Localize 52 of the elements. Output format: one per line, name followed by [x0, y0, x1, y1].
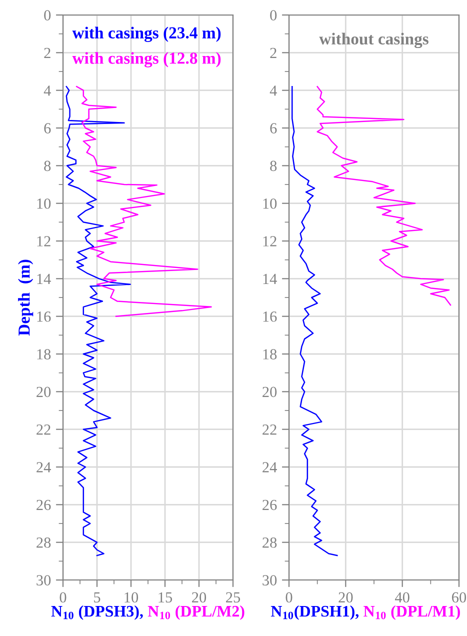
y-tick-label: 28: [262, 537, 277, 548]
y-tick-label: 2: [270, 48, 276, 58]
y-tick-label: 24: [36, 462, 51, 472]
line-series: [76, 86, 212, 317]
y-tick-label: 14: [263, 274, 277, 284]
y-tick-label: 0: [44, 10, 51, 20]
y-tick-label: 30: [36, 575, 51, 586]
y-tick-label: 10: [37, 198, 51, 209]
line-series: [291, 86, 338, 556]
y-axis-title: Depth (m): [18, 260, 34, 336]
y-tick-label: 12: [37, 236, 50, 246]
y-tick-label: 18: [37, 349, 51, 360]
y-tick-label: 26: [262, 500, 277, 510]
y-tick-label: 14: [37, 274, 51, 284]
y-tick-label: 22: [36, 424, 50, 435]
y-tick-label: 12: [263, 236, 276, 246]
y-tick-label: 8: [44, 160, 51, 172]
y-tick-label: 10: [263, 198, 277, 209]
text: with casings (23.4 m): [72, 26, 221, 42]
y-tick-label: 6: [44, 123, 51, 134]
x-tick-label: 15: [158, 592, 172, 603]
y-tick-label: 4: [44, 86, 51, 96]
x-tick-label: 40: [394, 592, 410, 603]
x-tick-label: 60: [452, 592, 466, 603]
y-tick-label: 22: [262, 424, 276, 435]
text: without casings: [319, 32, 428, 48]
y-tick-label: 20: [262, 386, 277, 398]
y-tick-label: 26: [36, 500, 51, 510]
y-tick-label: 0: [270, 10, 277, 20]
y-tick-label: 18: [263, 349, 277, 360]
y-tick-label: 24: [262, 462, 277, 472]
y-tick-label: 16: [37, 312, 51, 322]
line-series: [66, 86, 131, 556]
y-tick-label: 30: [262, 575, 277, 586]
x-tick-label: 0: [60, 592, 66, 603]
x-tick-label: 20: [192, 592, 206, 603]
y-tick-label: 2: [44, 48, 50, 58]
y-tick-label: 4: [270, 86, 277, 96]
y-tick-label: 20: [36, 386, 51, 398]
x-tick-label: 5: [94, 592, 100, 603]
x-tick-label: 20: [338, 592, 353, 603]
series-label: with casings (12.8 m): [72, 52, 221, 68]
y-tick-label: 28: [36, 537, 51, 548]
x-tick-label: 0: [286, 592, 292, 603]
y-tick-label: 16: [263, 312, 277, 322]
line-series: [316, 86, 452, 306]
y-tick-label: 6: [270, 123, 277, 134]
x-tick-label: 10: [124, 592, 138, 603]
y-tick-label: 8: [270, 160, 277, 172]
x-tick-label: 25: [226, 592, 240, 603]
x-axis-title: N$_{10}$ (DPSH3), N$_{10}$ (DPL/M2): [51, 605, 244, 620]
x-axis-title: N$_{10}$(DPSH1), N$_{10}$ (DPL/M1): [270, 605, 460, 620]
